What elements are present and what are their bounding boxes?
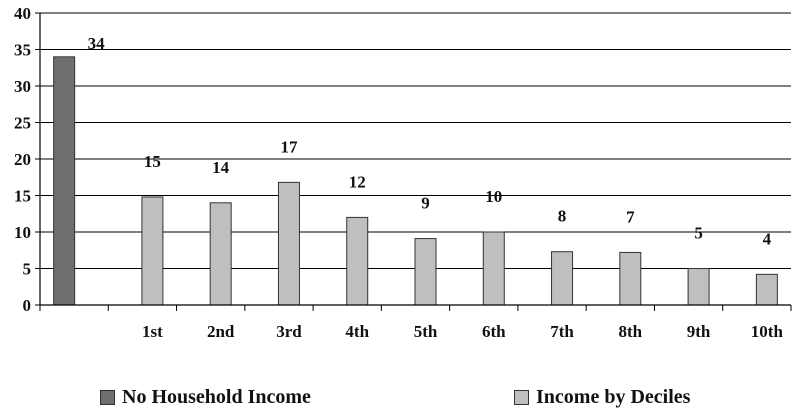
- data-label-9th: 5: [694, 224, 703, 243]
- legend-swatch-income-by-deciles: [514, 390, 529, 405]
- legend-swatch-no-household-income: [100, 390, 115, 405]
- legend-label-income-by-deciles: Income by Deciles: [536, 386, 691, 408]
- legend-label-no-household-income: No Household Income: [122, 386, 311, 408]
- x-tick-label-7th: 7th: [550, 322, 574, 341]
- bar-7th: [551, 251, 574, 306]
- x-tick-label-4th: 4th: [345, 322, 369, 341]
- data-label-3rd: 17: [280, 137, 298, 156]
- y-tick-label-15: 15: [14, 187, 31, 206]
- axes: 0 5 10 15 20 25 30 35 40 1st 2nd 3rd 4th 5th 6th 7th 8th…: [14, 4, 792, 341]
- data-label-1st: 15: [144, 152, 161, 171]
- y-tick-label-25: 25: [14, 114, 31, 133]
- bar-5th: [414, 238, 437, 306]
- bar-no-household-income: [53, 56, 76, 306]
- bar-8th: [619, 251, 642, 306]
- data-label-10th: 4: [763, 229, 772, 248]
- bar-10th: [755, 273, 778, 306]
- data-label-6th: 10: [485, 187, 502, 206]
- gridlines: [40, 12, 791, 306]
- x-tick-label-3rd: 3rd: [276, 322, 302, 341]
- x-tick-label-1st: 1st: [142, 322, 163, 341]
- data-labels: 34 15 14 17 12 9 10 8 7 5 4: [88, 34, 772, 249]
- bar-9th: [687, 268, 710, 306]
- bar-4th: [346, 216, 369, 306]
- x-tick-label-9th: 9th: [687, 322, 711, 341]
- y-tick-label-20: 20: [14, 150, 31, 169]
- data-label-7th: 8: [558, 207, 567, 226]
- y-tick-label-5: 5: [23, 260, 32, 279]
- data-label-5th: 9: [421, 194, 430, 213]
- bar-3rd: [277, 181, 300, 306]
- y-tick-label-35: 35: [14, 41, 31, 60]
- bar-2nd: [209, 202, 232, 306]
- bar-6th: [482, 231, 505, 306]
- y-tick-label-30: 30: [14, 77, 31, 96]
- x-tick-label-8th: 8th: [619, 322, 643, 341]
- x-tick-label-6th: 6th: [482, 322, 506, 341]
- x-tick-label-2nd: 2nd: [207, 322, 235, 341]
- x-tick-label-10th: 10th: [751, 322, 784, 341]
- x-tick-label-5th: 5th: [414, 322, 438, 341]
- data-label-8th: 7: [626, 207, 635, 226]
- data-label-2nd: 14: [212, 158, 230, 177]
- data-label-4th: 12: [349, 172, 366, 191]
- bar-1st: [141, 196, 164, 306]
- legend-item-income-by-deciles: Income by Deciles: [514, 386, 690, 409]
- y-tick-label-40: 40: [14, 4, 31, 23]
- y-tick-label-0: 0: [23, 296, 32, 315]
- legend-item-no-household-income: No Household Income: [100, 386, 311, 409]
- data-label-no-household-income: 34: [88, 34, 106, 53]
- bars: [53, 56, 778, 306]
- y-tick-label-10: 10: [14, 223, 31, 242]
